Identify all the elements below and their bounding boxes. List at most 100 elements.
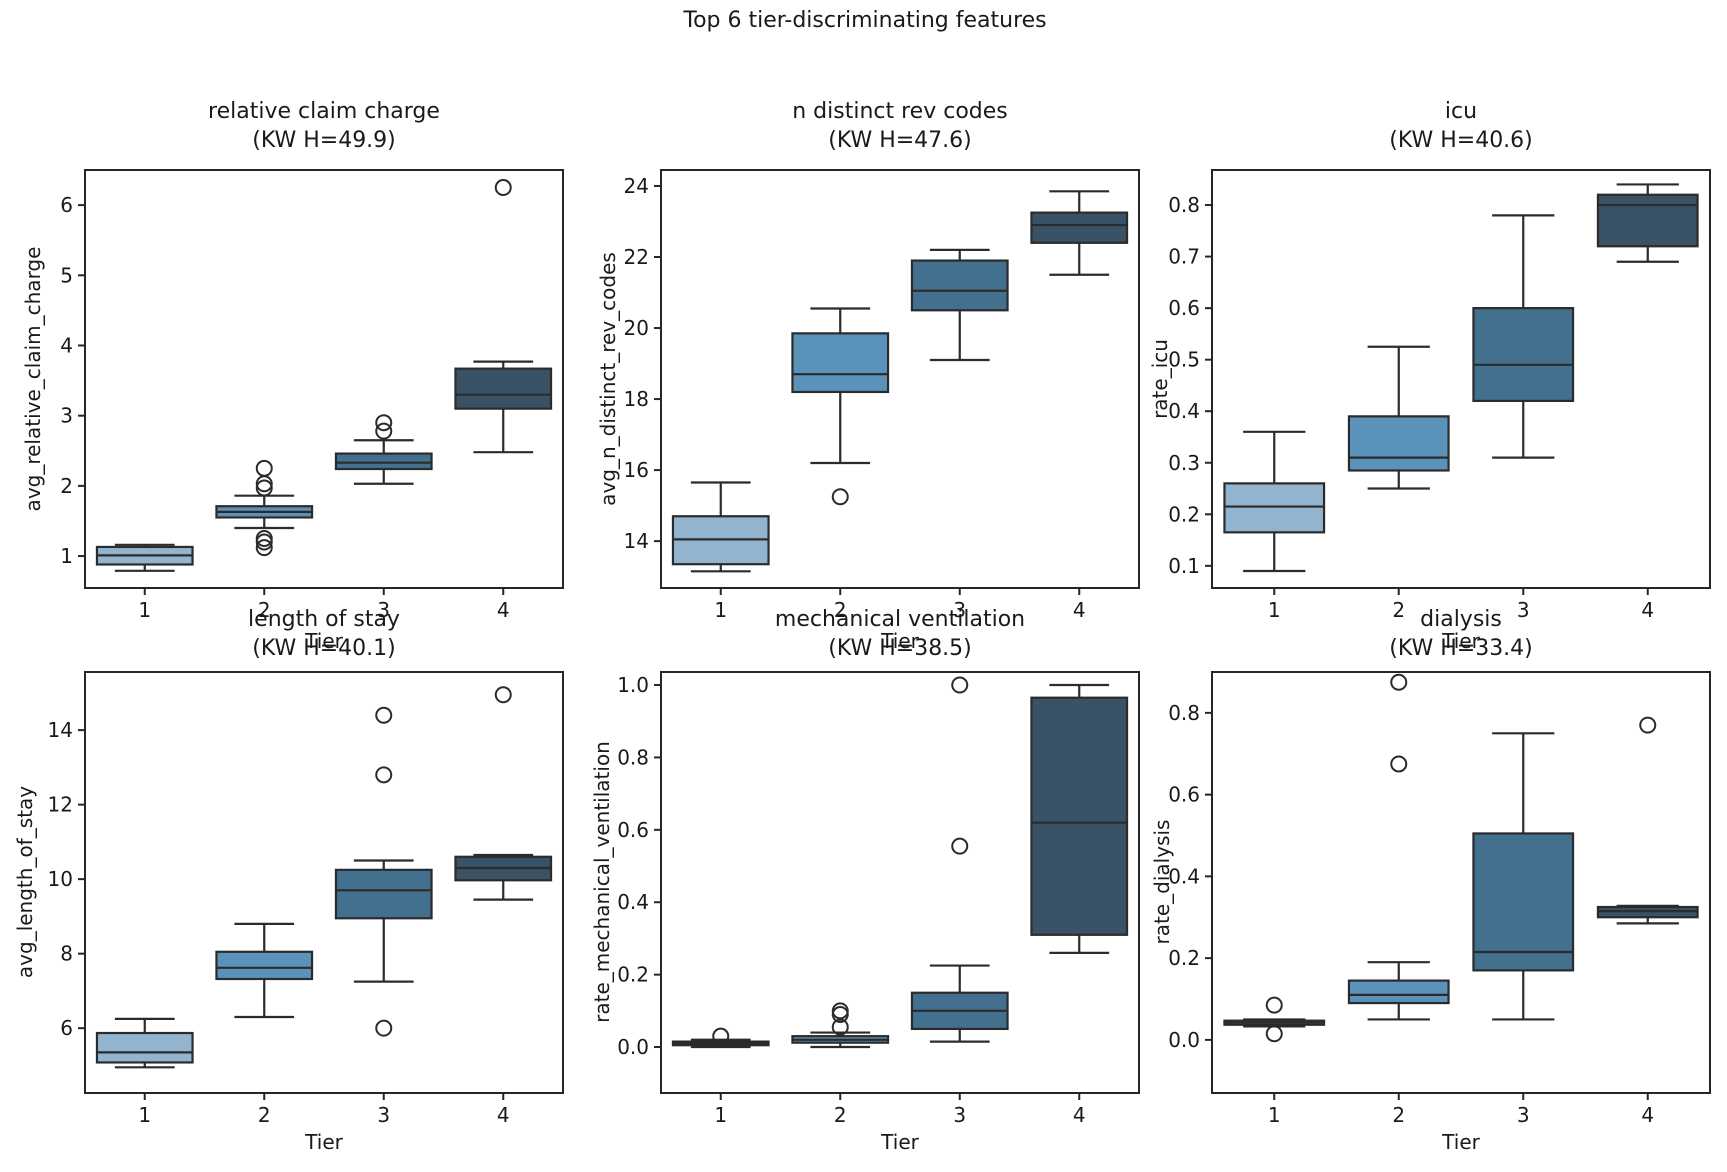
x-tick-label: 2 <box>1392 598 1405 622</box>
x-tick-label: 3 <box>953 598 966 622</box>
x-tick-label: 1 <box>138 1103 151 1127</box>
boxplot-tier-3 <box>910 676 1009 1043</box>
boxplot-tier-4 <box>1596 183 1699 263</box>
boxplot-tier-4 <box>1030 190 1129 276</box>
iqr-box <box>1347 415 1450 472</box>
boxplot-tier-2 <box>215 922 314 1019</box>
boxplot-tier-4 <box>1030 683 1129 955</box>
outlier-point <box>255 530 273 548</box>
x-tick-label: 4 <box>1073 1103 1086 1127</box>
y-tick-label: 0.1 <box>1168 554 1200 578</box>
x-axis-label: Tier <box>1442 1130 1480 1154</box>
y-tick-label: 3 <box>60 404 73 428</box>
y-tick-label: 5 <box>60 263 73 287</box>
x-tick-label: 1 <box>714 1103 727 1127</box>
subplot-title-line2: (KW H=38.5) <box>828 636 972 661</box>
y-tick-label: 2 <box>60 474 73 498</box>
boxplot-tier-1 <box>671 481 770 573</box>
y-tick-label: 0.3 <box>1168 451 1200 475</box>
y-tick-label: 12 <box>48 793 73 817</box>
subplot-axes-3: 0.1 0.2 0.3 0.4 0.5 0.6 0.7 0.8 1 2 3 4 <box>1168 169 1711 622</box>
x-tick-label: 2 <box>834 1103 847 1127</box>
outlier-point <box>1639 716 1657 734</box>
outlier-point <box>831 1018 849 1036</box>
x-tick-label: 4 <box>1641 598 1654 622</box>
subplot-title-dialysis: dialysis (KW H=33.4) <box>1389 605 1533 663</box>
y-tick-label: 0.8 <box>617 745 649 769</box>
boxplot-tier-1 <box>1223 996 1326 1043</box>
y-tick-label: 8 <box>60 942 73 966</box>
figure-title: Top 6 tier-discriminating features <box>683 8 1047 33</box>
subplot-title-line2: (KW H=40.1) <box>252 636 396 661</box>
subplot-axes-1: 1 2 3 4 5 6 1 2 3 4 <box>60 169 564 622</box>
x-tick-label: 1 <box>138 598 151 622</box>
x-tick-label: 3 <box>1517 1103 1530 1127</box>
x-tick-label: 4 <box>497 598 510 622</box>
boxplot-tier-3 <box>1472 214 1575 459</box>
y-tick-label: 0.8 <box>1168 701 1200 725</box>
outlier-point <box>951 837 969 855</box>
subplot-title-line2: (KW H=49.9) <box>252 128 396 153</box>
iqr-box <box>1596 193 1699 248</box>
y-tick-label: 1.0 <box>617 673 649 697</box>
outlier-point <box>1265 996 1283 1014</box>
x-axis-label: Tier <box>1442 629 1480 653</box>
subplot-title-icu: icu (KW H=40.6) <box>1389 97 1533 155</box>
x-tick-label: 4 <box>1073 598 1086 622</box>
outlier-point <box>1390 673 1408 691</box>
y-tick-label: 0.2 <box>1168 946 1200 970</box>
y-tick-label: 18 <box>624 387 649 411</box>
boxplot-tier-2 <box>215 459 314 557</box>
iqr-box <box>1030 211 1129 244</box>
y-tick-label: 14 <box>624 529 649 553</box>
x-axis-label: Tier <box>881 1130 919 1154</box>
y-tick-label: 0.2 <box>1168 502 1200 526</box>
iqr-box <box>1030 696 1129 936</box>
iqr-box <box>1223 482 1326 534</box>
iqr-box <box>95 1031 194 1064</box>
outlier-point <box>1265 1025 1283 1043</box>
y-tick-label: 6 <box>60 1016 73 1040</box>
x-tick-label: 1 <box>1268 598 1281 622</box>
boxplot-tier-4 <box>1596 716 1699 925</box>
boxplot-tier-3 <box>910 248 1009 362</box>
y-tick-label: 22 <box>624 245 649 269</box>
boxplot-tier-1 <box>95 543 194 572</box>
x-tick-label: 3 <box>1517 598 1530 622</box>
boxplot-tier-1 <box>1223 430 1326 573</box>
x-tick-label: 4 <box>497 1103 510 1127</box>
x-tick-label: 3 <box>377 598 390 622</box>
x-tick-label: 2 <box>258 598 271 622</box>
subplot-title-line2: (KW H=47.6) <box>828 128 972 153</box>
x-axis-label: Tier <box>305 629 343 653</box>
outlier-point <box>375 706 393 724</box>
iqr-box <box>791 332 890 394</box>
outlier-point <box>951 676 969 694</box>
y-axis-label: rate_mechanical_ventilation <box>590 741 614 1023</box>
outlier-point <box>375 414 393 432</box>
boxplot-tier-2 <box>791 307 890 506</box>
iqr-box <box>334 452 433 471</box>
subplot-title-line1: icu <box>1444 99 1478 124</box>
boxplot-tier-2 <box>791 1002 890 1049</box>
x-axis-label: Tier <box>305 1130 343 1154</box>
boxplot-tier-2 <box>1347 673 1450 1021</box>
y-tick-label: 0.6 <box>1168 296 1200 320</box>
outlier-point <box>375 422 393 440</box>
iqr-box <box>215 950 314 981</box>
x-tick-label: 1 <box>1268 1103 1281 1127</box>
outlier-point <box>255 539 273 557</box>
y-tick-label: 0.0 <box>617 1035 649 1059</box>
boxplot-tier-3 <box>334 706 433 1037</box>
outlier-point <box>494 179 512 197</box>
outlier-point <box>494 686 512 704</box>
boxplot-tier-4 <box>454 686 553 901</box>
subplot-axes-5: 0.0 0.2 0.4 0.6 0.8 1.0 1 2 3 4 <box>617 671 1140 1127</box>
y-tick-label: 0.7 <box>1168 245 1200 269</box>
outlier-point <box>831 488 849 506</box>
y-tick-label: 24 <box>624 174 649 198</box>
outlier-point <box>255 459 273 477</box>
x-tick-label: 2 <box>258 1103 271 1127</box>
